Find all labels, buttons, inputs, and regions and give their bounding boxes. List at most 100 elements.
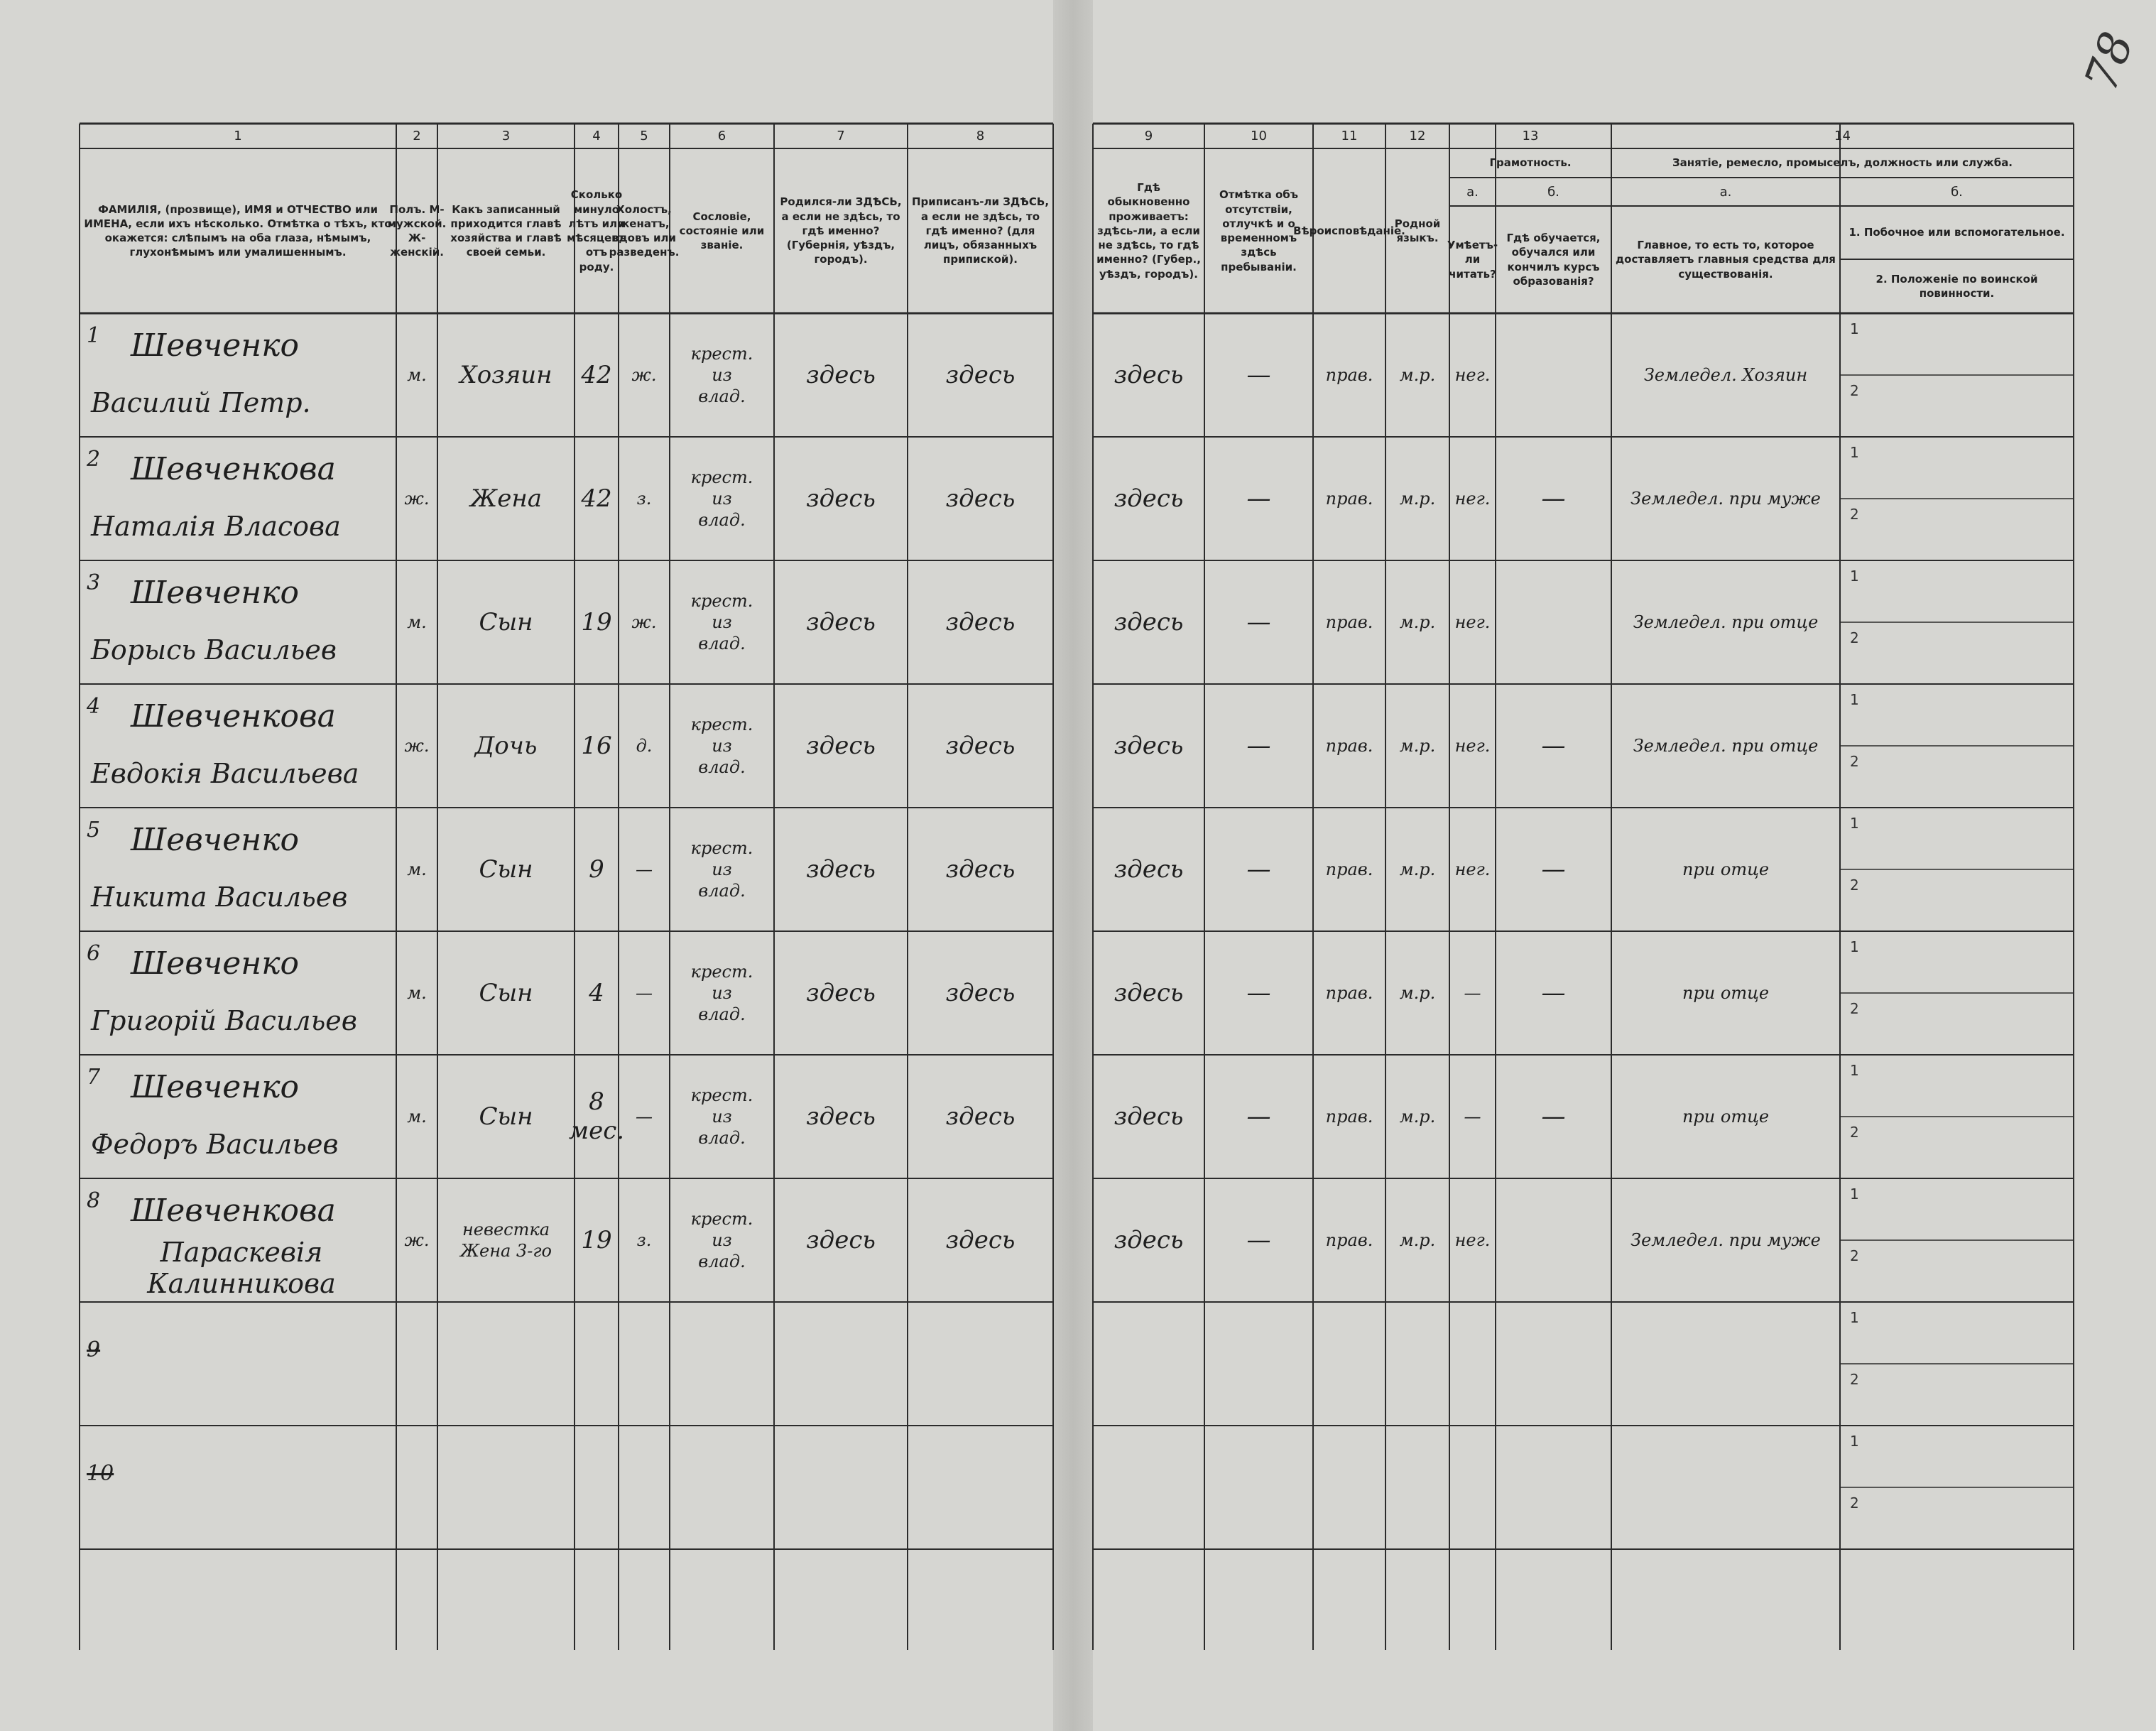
subrow-label: 2 (1850, 1000, 1859, 1017)
cell-registered: здесь (945, 854, 1016, 884)
cell-residence: здесь (1114, 1102, 1184, 1131)
column-header: Умѣетъ-ли читать? (1447, 239, 1498, 281)
subrow-label: 2 (1850, 1371, 1859, 1388)
cell-language: м.р. (1399, 1107, 1436, 1127)
cell-residence: здесь (1114, 360, 1184, 389)
cell-marital-status: з. (636, 489, 652, 509)
column-number: 7 (837, 129, 845, 143)
column-number: 5 (640, 129, 648, 143)
cell-relation: Жена (470, 484, 542, 513)
cell-marital-status: ж. (631, 612, 657, 632)
row-number: 4 (87, 694, 101, 719)
cell-literacy: — (1464, 983, 1481, 1003)
cell-birthplace: здесь (806, 484, 876, 513)
cell-estate: крест. из влад. (690, 467, 753, 530)
cell-birthplace: здесь (806, 854, 876, 884)
surname: Шевченко (131, 327, 300, 364)
cell-registered: здесь (945, 978, 1016, 1007)
cell-relation: Дочь (474, 731, 538, 760)
cell-relation: Сын (479, 1102, 533, 1131)
cell-absence: — (1246, 731, 1271, 760)
cell-occupation: Земледел. Хозяин (1643, 365, 1808, 385)
column-header: Отмѣтка объ отсутствіи, отлучкѣ и о врем… (1219, 188, 1298, 273)
cell-marital-status: — (636, 1107, 653, 1127)
column-header: Сколько минуло лѣтъ или мѣсяцевъ отъ род… (567, 188, 626, 273)
cell-language: м.р. (1399, 1230, 1436, 1250)
cell-age: 9 (589, 854, 604, 884)
cell-registered: здесь (945, 484, 1016, 513)
row-number: 8 (87, 1188, 101, 1213)
cell-residence: здесь (1114, 854, 1184, 884)
row-number: 1 (87, 323, 101, 348)
cell-birthplace: здесь (806, 1102, 876, 1131)
cell-residence: здесь (1114, 978, 1184, 1007)
column-header: ФАМИЛІЯ, (прозвище), ИМЯ и ОТЧЕСТВО или … (84, 202, 392, 259)
cell-occupation: Земледел. при муже (1630, 1230, 1821, 1250)
cell-occupation: Земледел. при отце (1633, 612, 1819, 632)
cell-age: 16 (581, 731, 612, 760)
cell-absence: — (1246, 607, 1271, 636)
group-header: Занятіе, ремесло, промыселъ, должность и… (1672, 156, 2013, 170)
subrow-label: 1 (1850, 1062, 1859, 1079)
cell-education: — (1541, 854, 1566, 884)
cell-estate: крест. из влад. (690, 1085, 753, 1148)
subrow-label: 2 (1850, 753, 1859, 770)
column-number: 2 (413, 129, 421, 143)
sub-letter: а. (1466, 184, 1479, 200)
surname: Шевченкова (131, 698, 336, 734)
cell-absence: — (1246, 1225, 1271, 1254)
cell-absence: — (1246, 854, 1271, 884)
cell-marital-status: ж. (631, 365, 657, 385)
cell-birthplace: здесь (806, 360, 876, 389)
row-number: 6 (87, 941, 101, 966)
subrow-label: 1 (1850, 320, 1859, 337)
column-header: 2. Положеніе по воинской повинности. (1875, 272, 2038, 300)
cell-occupation: при отце (1682, 983, 1770, 1003)
cell-registered: здесь (945, 1102, 1016, 1131)
cell-marital-status: з. (636, 1230, 652, 1250)
cell-age: 19 (581, 607, 612, 636)
surname: Шевченкова (131, 450, 336, 487)
given-names: Борысь Васильев (91, 634, 337, 666)
cell-marital-status: д. (636, 736, 653, 756)
cell-absence: — (1246, 1102, 1271, 1131)
cell-language: м.р. (1399, 859, 1436, 879)
surname: Шевченко (131, 574, 300, 611)
cell-relation: Сын (479, 978, 533, 1007)
cell-literacy: нег. (1454, 736, 1491, 756)
cell-occupation: Земледел. при отце (1633, 736, 1819, 756)
sub-letter: б. (1951, 184, 1963, 200)
cell-registered: здесь (945, 1225, 1016, 1254)
subrow-label: 2 (1850, 629, 1859, 646)
column-header: Холостъ, женатъ, вдовъ или разведенъ. (609, 202, 680, 259)
cell-occupation: при отце (1682, 859, 1770, 879)
column-number: 1 (234, 129, 242, 143)
surname: Шевченко (131, 821, 300, 858)
cell-literacy: — (1464, 1107, 1481, 1127)
row-number: 7 (87, 1065, 101, 1090)
cell-marital-status: — (636, 983, 653, 1003)
cell-relation: невестка Жена 3-го (460, 1220, 552, 1261)
given-names: Евдокія Васильева (91, 758, 359, 789)
subrow-label: 1 (1850, 568, 1859, 585)
cell-religion: прав. (1325, 736, 1373, 756)
cell-religion: прав. (1325, 1107, 1373, 1127)
cell-estate: крест. из влад. (690, 1209, 753, 1271)
cell-age: 19 (581, 1225, 612, 1254)
column-header: Приписанъ-ли ЗДѢСЬ, а если не здѣсь, то … (911, 195, 1050, 266)
cell-sex: ж. (404, 736, 430, 756)
cell-religion: прав. (1325, 489, 1373, 509)
column-number: 8 (976, 129, 985, 143)
subrow-label: 1 (1850, 691, 1859, 708)
cell-estate: крест. из влад. (690, 344, 753, 406)
group-header: Грамотность. (1489, 156, 1572, 170)
cell-estate: крест. из влад. (690, 838, 753, 901)
cell-literacy: нег. (1454, 1230, 1491, 1250)
subrow-label: 1 (1850, 1185, 1859, 1203)
cell-sex: ж. (404, 489, 430, 509)
cell-residence: здесь (1114, 731, 1184, 760)
column-number: 6 (717, 129, 726, 143)
given-names: Федоръ Васильев (91, 1129, 339, 1160)
cell-estate: крест. из влад. (690, 715, 753, 777)
